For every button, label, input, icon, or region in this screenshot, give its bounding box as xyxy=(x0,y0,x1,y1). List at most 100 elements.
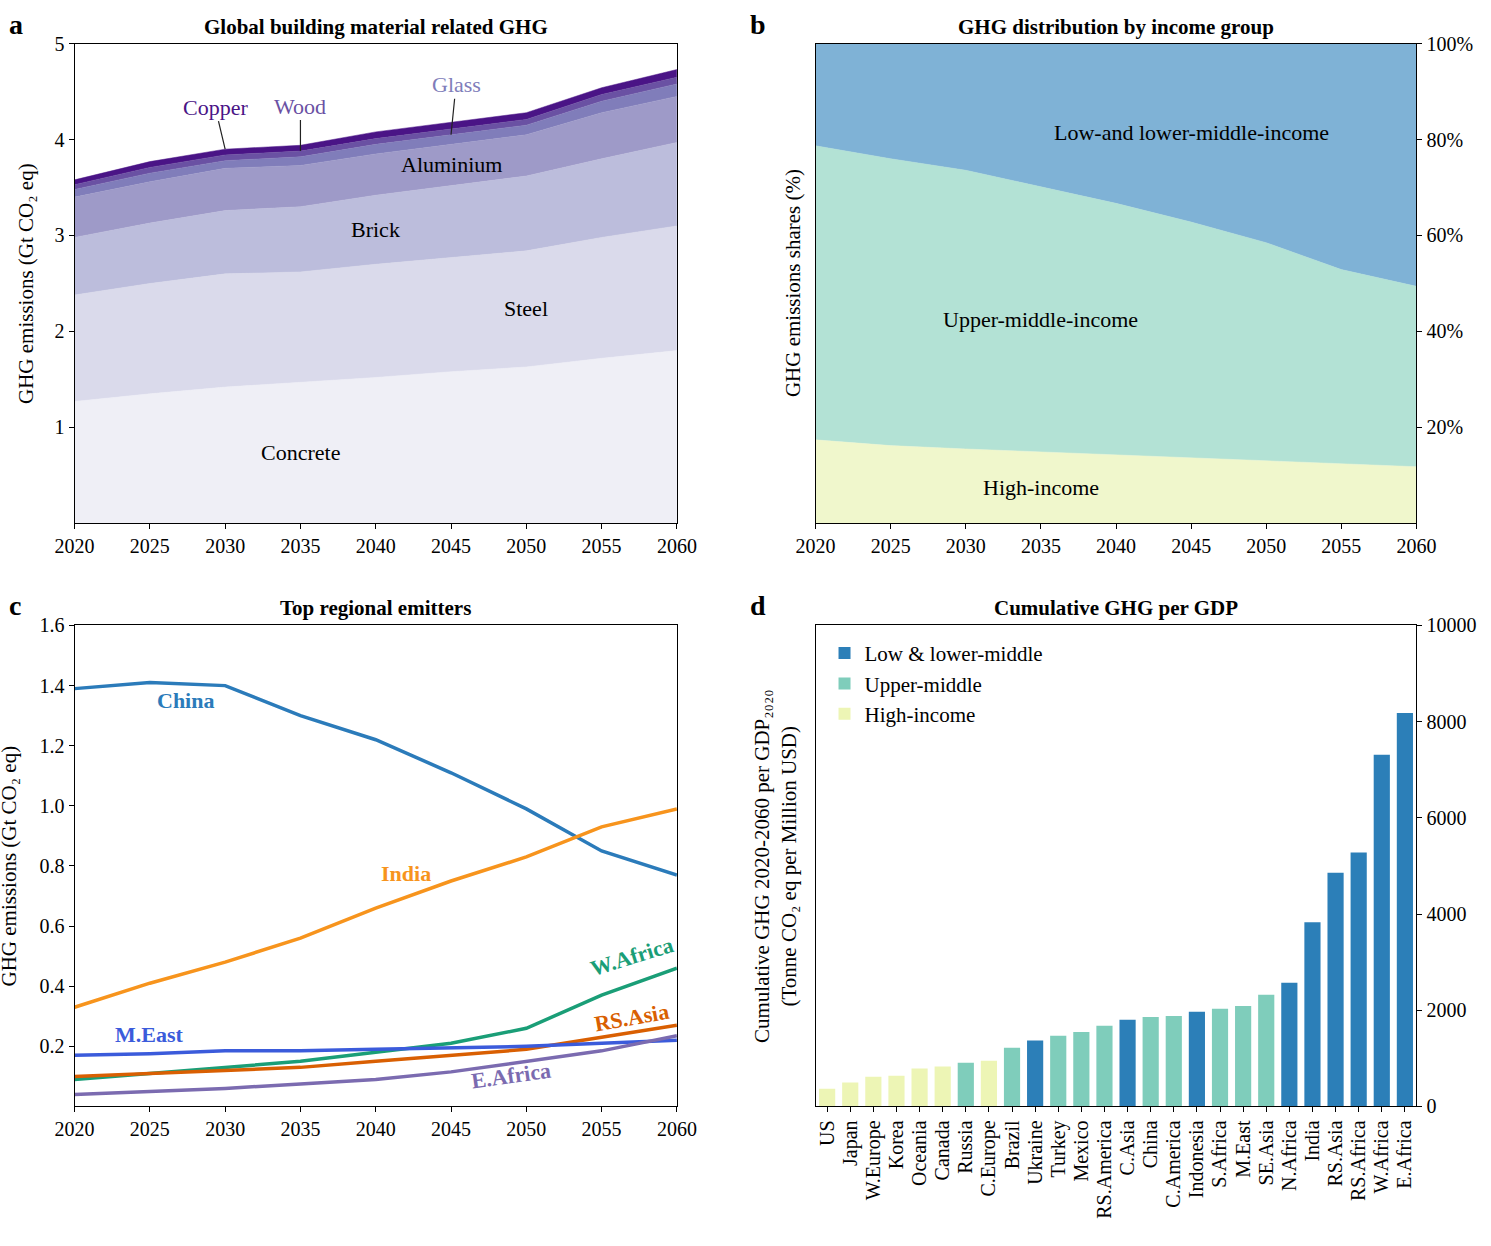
svg-text:2030: 2030 xyxy=(946,535,986,557)
svg-text:Cumulative GHG per GDP: Cumulative GHG per GDP xyxy=(994,596,1238,620)
svg-text:Upper-middle: Upper-middle xyxy=(865,673,982,697)
svg-text:Low & lower-middle: Low & lower-middle xyxy=(865,642,1043,666)
svg-text:2020: 2020 xyxy=(55,535,95,557)
svg-text:2035: 2035 xyxy=(1021,535,1061,557)
svg-text:2030: 2030 xyxy=(205,1118,245,1140)
svg-text:Cumulative GHG 2020-2060 per G: Cumulative GHG 2020-2060 per GDP₂₀₂₀(Ton… xyxy=(750,689,801,1043)
svg-text:2000: 2000 xyxy=(1426,999,1466,1021)
svg-text:4: 4 xyxy=(55,129,65,151)
svg-text:Steel: Steel xyxy=(504,296,548,321)
svg-text:High-income: High-income xyxy=(983,475,1099,500)
svg-text:80%: 80% xyxy=(1426,129,1463,151)
svg-text:Japan: Japan xyxy=(839,1120,862,1166)
svg-text:E.Africa: E.Africa xyxy=(470,1058,553,1094)
svg-text:C.Europe: C.Europe xyxy=(977,1120,1000,1196)
svg-text:M.East: M.East xyxy=(1232,1120,1254,1178)
svg-text:0.4: 0.4 xyxy=(40,975,65,997)
svg-text:2020: 2020 xyxy=(55,1118,95,1140)
svg-text:2025: 2025 xyxy=(871,535,911,557)
svg-text:d: d xyxy=(750,590,766,621)
svg-text:2040: 2040 xyxy=(356,1118,396,1140)
svg-text:W.Africa: W.Africa xyxy=(1370,1120,1392,1193)
svg-text:Concrete: Concrete xyxy=(261,440,340,465)
svg-text:RS.Asia: RS.Asia xyxy=(1324,1120,1346,1186)
svg-text:2055: 2055 xyxy=(582,1118,622,1140)
svg-text:S.Africa: S.Africa xyxy=(1209,1120,1231,1187)
svg-text:60%: 60% xyxy=(1426,224,1463,246)
svg-text:Turkey: Turkey xyxy=(1047,1120,1070,1177)
svg-text:6000: 6000 xyxy=(1426,807,1466,829)
svg-text:W.Africa: W.Africa xyxy=(587,932,676,981)
svg-text:Brick: Brick xyxy=(351,217,400,242)
svg-text:High-income: High-income xyxy=(865,703,976,727)
svg-text:1.6: 1.6 xyxy=(40,614,65,636)
svg-text:2045: 2045 xyxy=(431,535,471,557)
svg-text:2040: 2040 xyxy=(356,535,396,557)
svg-text:Brazil: Brazil xyxy=(1001,1120,1023,1169)
svg-text:China: China xyxy=(1139,1120,1161,1168)
svg-text:2020: 2020 xyxy=(796,535,836,557)
svg-text:Global building material relat: Global building material related GHG xyxy=(204,15,548,39)
svg-text:W.Europe: W.Europe xyxy=(862,1120,885,1200)
svg-text:Oceania: Oceania xyxy=(908,1120,930,1186)
svg-text:GHG emissions (Gt CO₂ eq): GHG emissions (Gt CO₂ eq) xyxy=(0,746,21,987)
svg-text:Top regional emitters: Top regional emitters xyxy=(280,596,471,620)
svg-text:GHG distribution by income gro: GHG distribution by income group xyxy=(958,15,1274,39)
svg-text:0.6: 0.6 xyxy=(40,915,65,937)
svg-text:Low-and lower-middle-income: Low-and lower-middle-income xyxy=(1054,120,1329,145)
svg-text:100%: 100% xyxy=(1426,33,1473,55)
svg-text:Mexico: Mexico xyxy=(1070,1120,1092,1181)
svg-text:M.East: M.East xyxy=(115,1022,184,1047)
svg-text:1.0: 1.0 xyxy=(40,795,65,817)
svg-text:India: India xyxy=(381,861,431,886)
svg-text:2040: 2040 xyxy=(1096,535,1136,557)
svg-text:4000: 4000 xyxy=(1426,903,1466,925)
svg-text:20%: 20% xyxy=(1426,416,1463,438)
svg-text:2045: 2045 xyxy=(431,1118,471,1140)
svg-text:Wood: Wood xyxy=(274,94,326,119)
svg-text:C.Asia: C.Asia xyxy=(1116,1120,1138,1175)
svg-text:1: 1 xyxy=(55,416,65,438)
svg-text:RS.Asia: RS.Asia xyxy=(592,999,670,1037)
svg-text:2050: 2050 xyxy=(506,535,546,557)
svg-text:China: China xyxy=(157,688,214,713)
svg-text:40%: 40% xyxy=(1426,320,1463,342)
svg-text:1.4: 1.4 xyxy=(40,675,65,697)
svg-text:Ukraine: Ukraine xyxy=(1024,1120,1046,1185)
svg-text:GHG emissions (Gt CO₂ eq): GHG emissions (Gt CO₂ eq) xyxy=(14,163,38,404)
svg-text:10000: 10000 xyxy=(1426,614,1476,636)
svg-text:2025: 2025 xyxy=(130,1118,170,1140)
svg-text:c: c xyxy=(9,590,21,621)
svg-text:E.Africa: E.Africa xyxy=(1393,1120,1415,1188)
svg-text:RS.Africa: RS.Africa xyxy=(1347,1120,1369,1201)
svg-text:0.2: 0.2 xyxy=(40,1035,65,1057)
svg-text:Glass: Glass xyxy=(432,72,481,97)
svg-text:Indonesia: Indonesia xyxy=(1185,1120,1207,1198)
svg-text:0: 0 xyxy=(1426,1095,1436,1117)
svg-text:3: 3 xyxy=(55,224,65,246)
svg-text:b: b xyxy=(750,9,766,40)
svg-text:C.America: C.America xyxy=(1162,1120,1184,1207)
svg-text:RS.America: RS.America xyxy=(1093,1120,1115,1218)
svg-text:a: a xyxy=(9,9,23,40)
svg-text:2: 2 xyxy=(55,320,65,342)
svg-text:Canada: Canada xyxy=(931,1120,953,1180)
svg-text:2060: 2060 xyxy=(657,535,697,557)
svg-text:2050: 2050 xyxy=(1246,535,1286,557)
svg-text:0.8: 0.8 xyxy=(40,855,65,877)
svg-text:Upper-middle-income: Upper-middle-income xyxy=(943,307,1138,332)
svg-text:8000: 8000 xyxy=(1426,711,1466,733)
svg-text:2055: 2055 xyxy=(582,535,622,557)
svg-text:India: India xyxy=(1301,1120,1323,1161)
svg-text:Aluminium: Aluminium xyxy=(401,152,502,177)
svg-text:SE.Asia: SE.Asia xyxy=(1255,1120,1277,1185)
svg-text:2060: 2060 xyxy=(1396,535,1436,557)
svg-text:US: US xyxy=(816,1120,838,1146)
svg-text:2025: 2025 xyxy=(130,535,170,557)
svg-text:2045: 2045 xyxy=(1171,535,1211,557)
svg-text:2060: 2060 xyxy=(657,1118,697,1140)
svg-text:Russia: Russia xyxy=(954,1120,976,1173)
svg-text:Korea: Korea xyxy=(885,1120,907,1169)
svg-text:2055: 2055 xyxy=(1321,535,1361,557)
svg-text:2030: 2030 xyxy=(205,535,245,557)
